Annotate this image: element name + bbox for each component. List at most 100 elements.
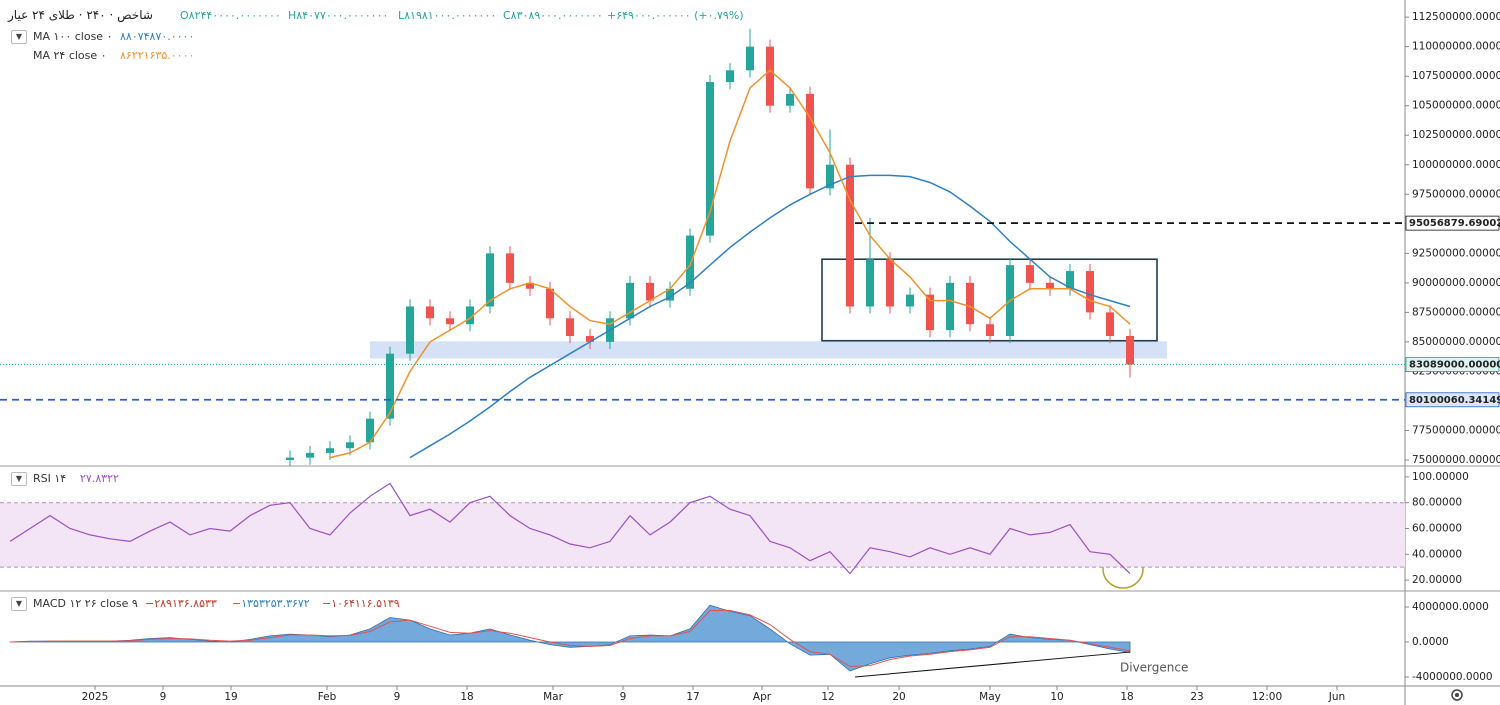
ma-line [329,69,1131,459]
signal-line [9,610,1131,668]
macd-area [9,604,1131,672]
candle-body [346,442,354,449]
candle-body [786,93,794,106]
candle-body [426,306,434,319]
x-tick-label: 18 [1120,691,1133,703]
macd-pane [9,604,1131,678]
y-tick-label: 60.00000 [1412,523,1462,535]
legend-entry: MA ۲۴ close ۰ [33,49,107,62]
candle-body [1086,271,1094,313]
x-tick-label: Apr [753,691,772,703]
zone-band [370,341,1167,359]
price-pane [0,28,1405,466]
candle-body [366,418,374,443]
collapse-button[interactable]: ▼ [11,30,27,44]
y-tick-label: 92500000.0000000 [1412,247,1500,259]
candle-body [1126,335,1134,365]
y-tick-label: 80.00000 [1412,497,1462,509]
candle-body [726,70,734,83]
candle-body [306,452,314,458]
x-tick-label: Jun [1328,691,1345,703]
y-tick-label: 85000000.0000000 [1412,336,1500,348]
macd-value: −۱۰۶۴۱۱۶.۵۱۳۹ [322,597,400,610]
y-tick-label: -4000000.0000 [1412,671,1493,683]
level-label: 83089000.0000000 [1409,359,1500,370]
x-tick-label: 9 [620,691,627,703]
rsi-pane [0,482,1405,575]
ohlc-high: H۸۴۰۷۷۰۰۰.۰۰۰۰۰۰۰ [288,9,389,22]
collapse-button[interactable]: ▼ [11,597,27,611]
x-tick-label: 12 [821,691,834,703]
x-tick-label: 2025 [82,691,109,703]
candle-body [906,294,914,307]
level-label-box [1405,215,1500,231]
macd-value: −۱۳۵۳۲۵۳.۳۶۷۲ [232,597,310,610]
candle-body [926,294,934,331]
x-tick-label: 9 [394,691,401,703]
annotation: Divergence [1120,661,1188,675]
candle-body [486,253,494,307]
x-tick-label: 9 [160,691,167,703]
candle-body [526,282,534,289]
x-tick-label: 10 [1050,691,1063,703]
level-label-box [1405,392,1500,408]
collapse-button[interactable]: ▼ [11,472,27,486]
x-tick-label: 23 [1190,691,1203,703]
candle-body [546,288,554,319]
x-tick-label: May [979,691,1001,703]
y-tick-label: 105000000.0000000 [1412,100,1500,112]
candle-body [506,253,514,283]
ohlc-low: L۸۱۹۸۱۰۰۰.۰۰۰۰۰۰۰ [398,9,497,22]
y-tick-label: 87500000.0000000 [1412,306,1500,318]
rsi-line [9,482,1131,575]
candle-body [966,282,974,325]
candle-body [626,282,634,319]
candle-body [566,318,574,336]
candle-body [866,259,874,307]
ohlc-change: +۶۴۹۰۰۰.۰۰۰۰۰۰ (+۰.۷۹%) [607,9,744,22]
macd-value: −۲۸۹۱۳۶.۸۵۳۳ [145,597,217,610]
y-tick-label: 102500000.0000000 [1412,129,1500,141]
candle-body [406,306,414,354]
candle-body [986,324,994,336]
y-tick-label: 75000000.0000000 [1412,454,1500,466]
rsi-band [0,502,1405,568]
y-tick-label: 100.00000 [1412,471,1469,483]
candle-body [466,306,474,325]
ohlc-open: O۸۲۴۴۰۰۰۰.۰۰۰۰۰۰۰ [180,9,281,22]
y-tick-label: 97500000.0000000 [1412,188,1500,200]
y-tick-label: 90000000.0000000 [1412,277,1500,289]
candle-body [686,235,694,289]
ma-line [409,174,1131,459]
candle-body [1066,271,1074,289]
candle-body [706,82,714,236]
candle-body [1046,282,1054,289]
axes: 75000000.000000077500000.000000080000000… [82,11,1500,703]
y-tick-label: 4000000.0000 [1412,601,1489,613]
ohlc-close: C۸۳۰۸۹۰۰۰.۰۰۰۰۰۰۰ [503,9,603,22]
symbol-title: شاخص · ۲۴۰ · طلای ۲۴ عیار [8,8,153,22]
y-tick-label: 110000000.0000000 [1412,41,1500,53]
y-tick-label: 77500000.0000000 [1412,424,1500,436]
x-tick-label: Feb [318,691,337,703]
y-tick-label: 107500000.0000000 [1412,70,1500,82]
x-tick-label: Mar [543,691,563,703]
candle-body [326,448,334,453]
settings-icon[interactable] [1451,689,1463,701]
legend-value: ۸۶۲۲۱۶۳۵.۰۰۰۰ [120,49,195,62]
legend-entry: MA ۱۰۰ close ۰ [33,30,113,43]
macd-title: MACD ۱۲ ۲۶ close ۹ [33,597,138,610]
y-tick-label: 20.00000 [1412,574,1462,586]
y-tick-label: 0.0000 [1412,636,1449,648]
y-tick-label: 100000000.0000000 [1412,159,1500,171]
candle-body [286,457,294,461]
level-label-box [1405,357,1500,372]
y-tick-label: 112500000.0000000 [1412,11,1500,23]
rsi-title: RSI ۱۴ [33,472,67,485]
candle-body [586,335,594,342]
candle-body [806,93,814,189]
candle-body [386,353,394,419]
candle-body [766,46,774,106]
